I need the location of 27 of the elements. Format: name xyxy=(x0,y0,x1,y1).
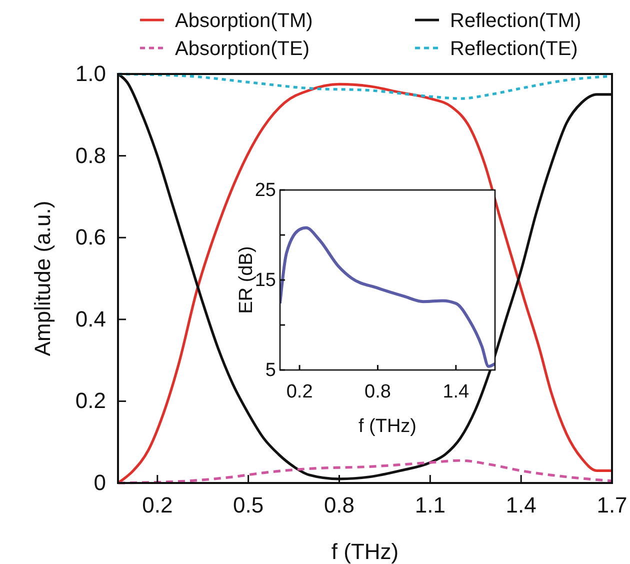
x-tick-label: 1.4 xyxy=(506,492,536,518)
line-series xyxy=(118,459,612,484)
y-axis-title: ER (dB) xyxy=(236,246,257,314)
x-tick-label: 0.5 xyxy=(233,492,264,518)
y-tick-label: 5 xyxy=(265,360,276,382)
y-tick-label: 0.6 xyxy=(75,224,106,250)
y-tick-label: 0.8 xyxy=(75,142,106,168)
y-tick-label: 0 xyxy=(94,470,106,496)
y-tick-label: 0.4 xyxy=(75,306,106,332)
x-tick-label: 0.2 xyxy=(286,381,313,402)
y-tick-label: 15 xyxy=(254,270,276,292)
legend-label: Absorption(TE) xyxy=(175,38,310,60)
legend-label: Absorption(TM) xyxy=(175,10,313,32)
x-tick-label: 1.4 xyxy=(442,381,470,402)
y-axis-title: Amplitude (a.u.) xyxy=(30,200,55,356)
x-axis-title: f (THz) xyxy=(331,539,399,564)
x-tick-label: 1.7 xyxy=(596,492,628,518)
y-tick-label: 25 xyxy=(254,180,276,202)
legend-label: Reflection(TM) xyxy=(450,10,582,32)
legend-label: Reflection(TE) xyxy=(450,38,578,60)
x-tick-label: 0.2 xyxy=(142,492,173,518)
x-tick-label: 1.1 xyxy=(414,492,446,518)
x-tick-label: 0.8 xyxy=(324,492,355,518)
x-axis-title: f (THz) xyxy=(358,416,417,437)
y-tick-label: 1.0 xyxy=(75,61,106,86)
x-tick-label: 0.8 xyxy=(364,381,391,402)
line-series xyxy=(280,226,495,368)
